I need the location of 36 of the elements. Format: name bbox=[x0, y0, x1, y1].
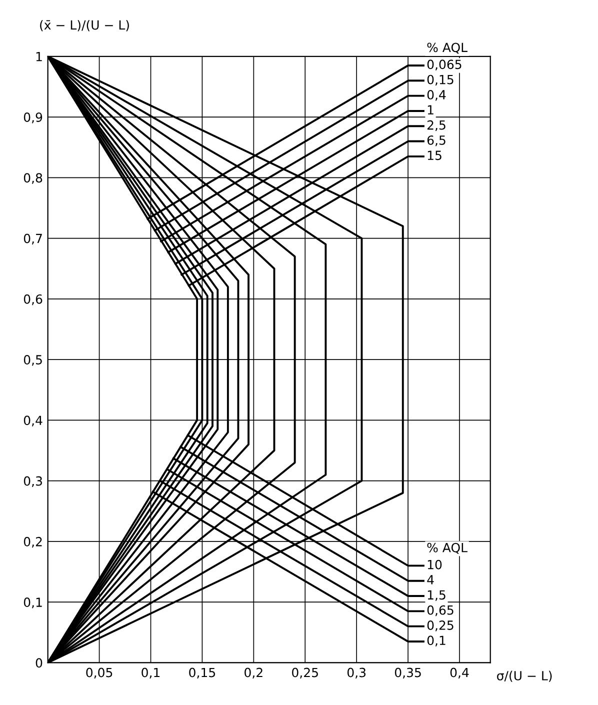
y-tick-label: 0,1 bbox=[24, 598, 42, 608]
series-label: 1 bbox=[428, 105, 434, 114]
series-label: 6,5 bbox=[427, 135, 446, 146]
x-axis-title: σ/(U − L) bbox=[497, 670, 552, 682]
y-tick-label: 0,3 bbox=[24, 476, 42, 488]
annotation: % AQL bbox=[427, 542, 468, 554]
series-label: 0,15 bbox=[427, 74, 454, 86]
series-label: 0,4 bbox=[427, 90, 446, 101]
y-tick-label: 0,5 bbox=[24, 355, 42, 366]
x-tick-label: 0,05 bbox=[86, 668, 112, 679]
series-label: 10 bbox=[428, 560, 442, 570]
y-tick-label: 0,6 bbox=[24, 294, 42, 306]
x-tick-label: 0,35 bbox=[394, 668, 421, 679]
y-tick-label: 0,4 bbox=[24, 416, 42, 426]
y-tick-label: 0,7 bbox=[24, 234, 42, 244]
x-tick-label: 0,4 bbox=[450, 668, 469, 679]
series-label: 2,5 bbox=[427, 120, 446, 132]
y-tick-label: 0 bbox=[36, 658, 42, 668]
y-axis-title: (x̄ − L)/(U − L) bbox=[40, 20, 129, 32]
y-tick-label: 0,9 bbox=[24, 112, 42, 124]
x-tick-label: 0,25 bbox=[292, 668, 318, 679]
x-tick-label: 0,1 bbox=[142, 668, 160, 679]
series-label: 4 bbox=[427, 575, 434, 584]
series-label: 0,1 bbox=[427, 636, 446, 646]
text: % AQL bbox=[427, 42, 468, 54]
series-label: 0,65 bbox=[427, 605, 454, 616]
series-label: 0,25 bbox=[427, 620, 454, 632]
series-label: 15 bbox=[428, 150, 442, 160]
x-tick-label: 0,2 bbox=[244, 668, 262, 679]
x-tick-label: 0,15 bbox=[189, 668, 216, 679]
series-label: 1,5 bbox=[428, 590, 446, 601]
series-label: 0,065 bbox=[427, 60, 462, 70]
y-tick-label: 1 bbox=[36, 52, 42, 62]
y-tick-label: 0,2 bbox=[24, 536, 42, 548]
x-tick-label: 0,3 bbox=[347, 668, 366, 679]
y-tick-label: 0,8 bbox=[24, 173, 42, 184]
